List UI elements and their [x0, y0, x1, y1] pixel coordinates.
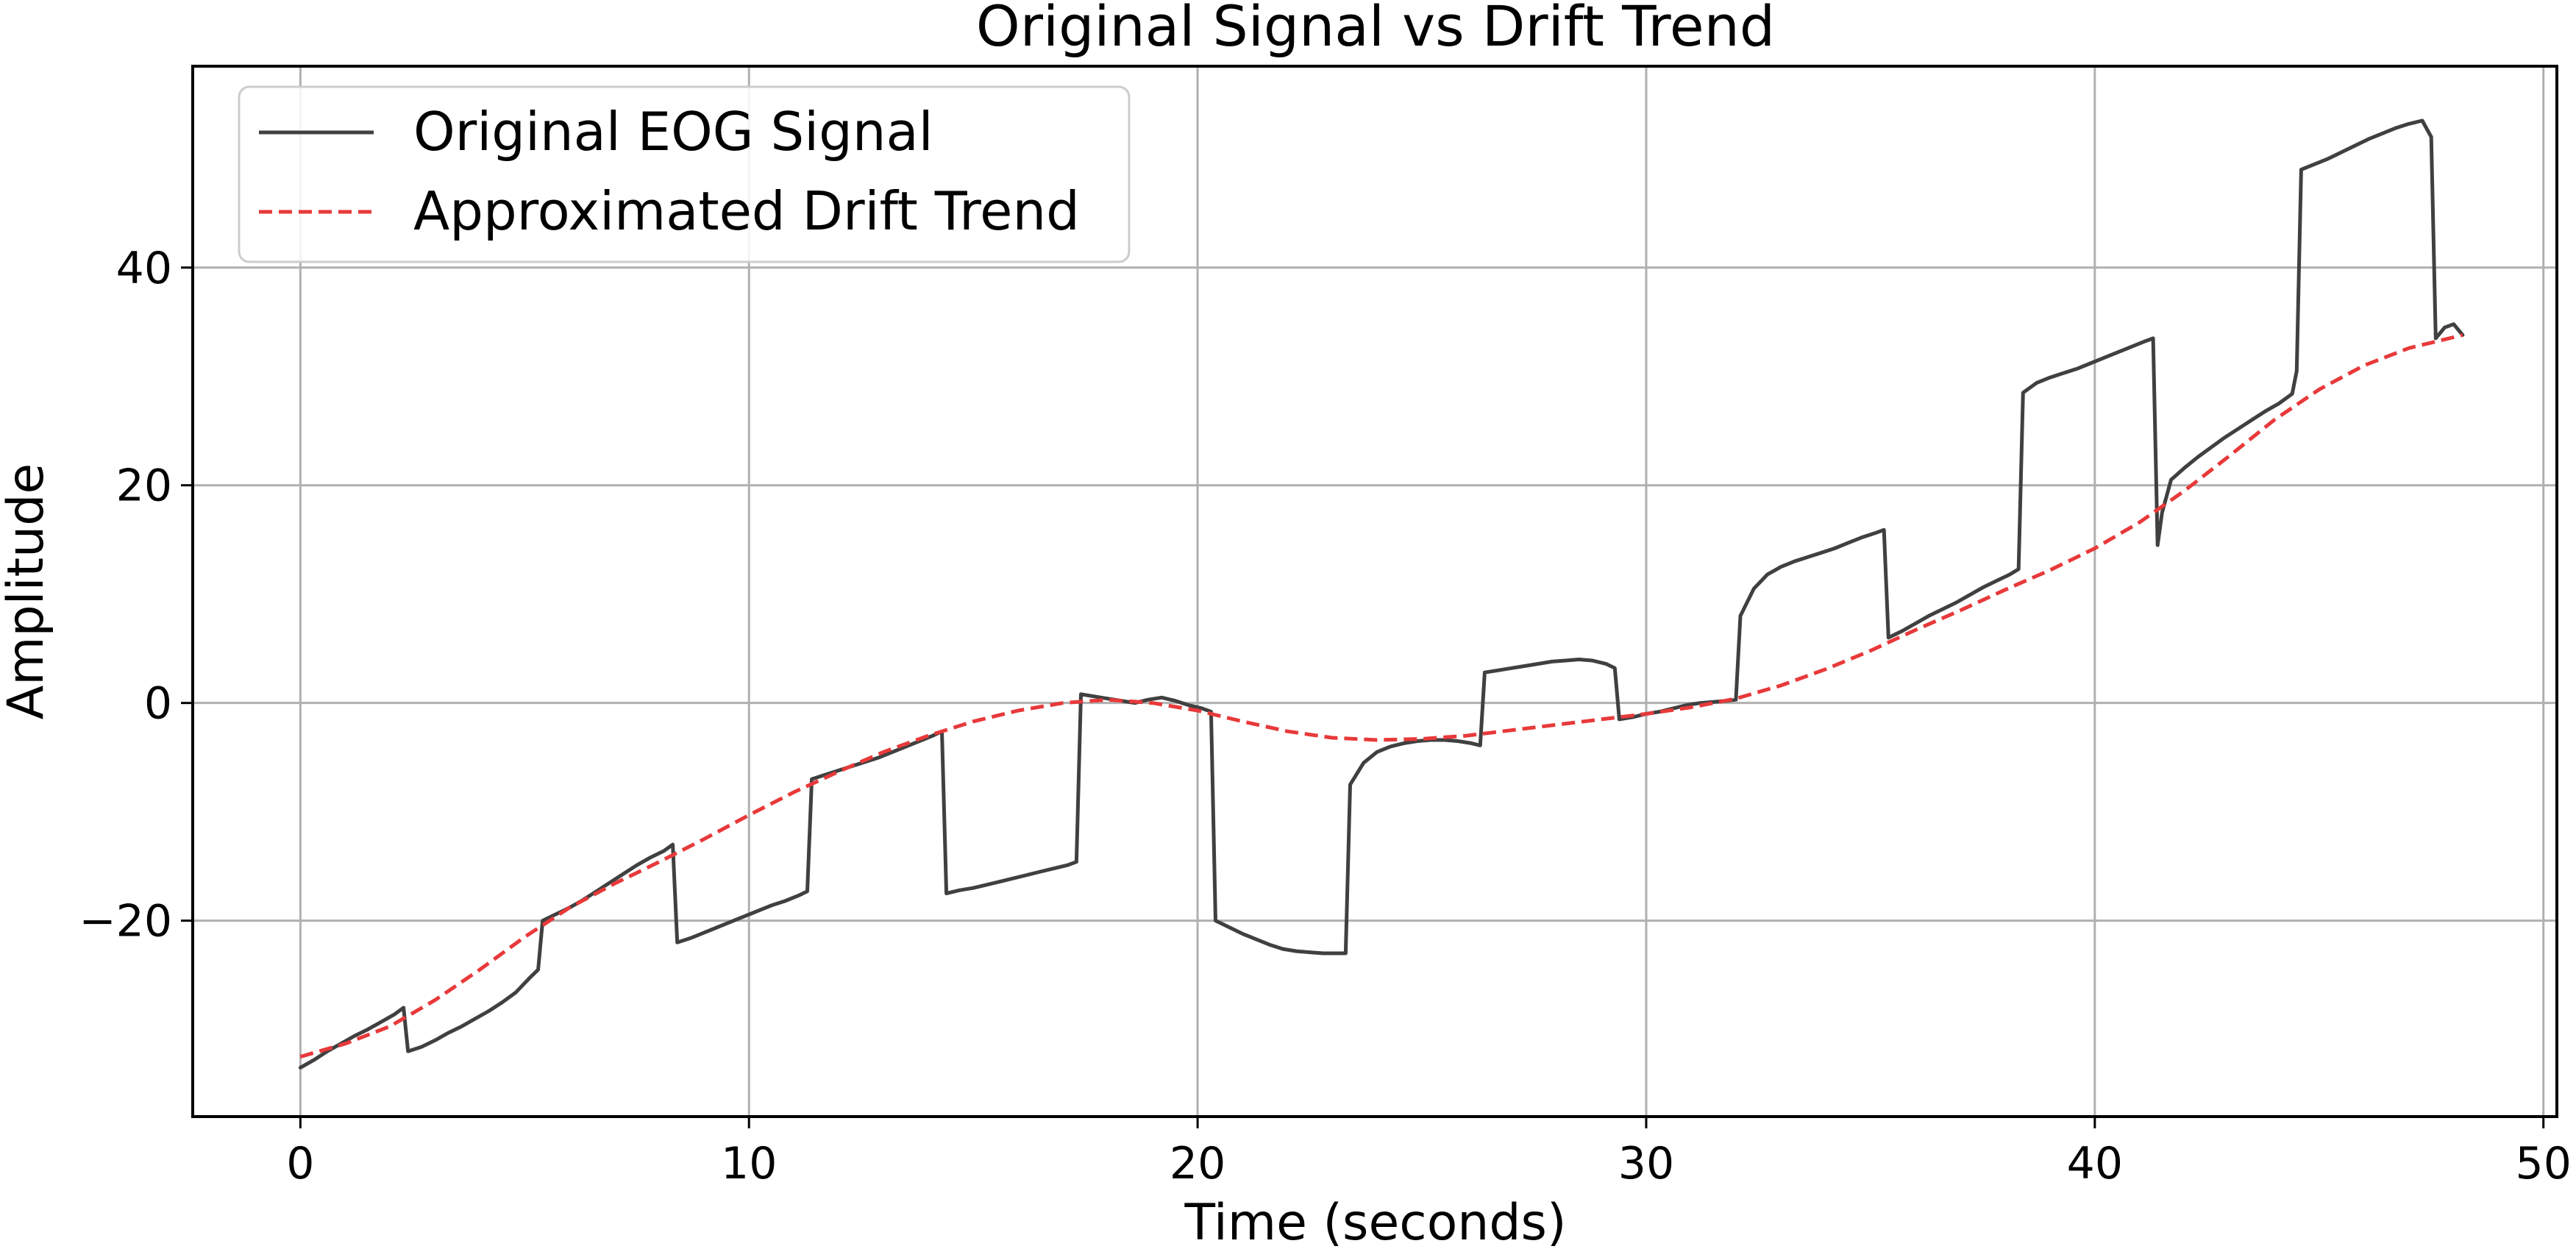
y-tick-label: −20 [79, 896, 172, 947]
series-layer [298, 118, 2465, 1070]
series-line-original-eog-signal [298, 118, 2465, 1070]
x-tick-label: 0 [286, 1138, 314, 1189]
x-tick-label: 50 [2516, 1138, 2572, 1189]
x-axis-title: Time (seconds) [1184, 1194, 1566, 1249]
y-axis-title: Amplitude [0, 463, 55, 719]
x-tick-label: 30 [1618, 1138, 1674, 1189]
x-tick-label: 10 [721, 1138, 777, 1189]
legend-label-approximated-drift-trend: Approximated Drift Trend [413, 180, 1080, 242]
series-line-approximated-drift-trend [299, 333, 2463, 1059]
legend-box [238, 85, 1131, 263]
plot-area-frame [191, 65, 2558, 1118]
x-tick-label: 40 [2067, 1138, 2123, 1189]
grid-lines [193, 66, 2557, 1117]
y-tick-label: 40 [116, 243, 172, 294]
legend-label-original-eog-signal: Original EOG Signal [413, 101, 933, 163]
legend: Original EOG Signal Approximated Drift T… [238, 85, 1131, 263]
chart-title: Original Signal vs Drift Trend [976, 0, 1775, 59]
y-tick-label: 0 [144, 678, 172, 730]
x-tick-label: 20 [1170, 1138, 1225, 1189]
axis-ticks: 0 10 20 30 40 50 −20 0 20 40 [79, 243, 2572, 1189]
y-tick-label: 20 [116, 460, 172, 512]
